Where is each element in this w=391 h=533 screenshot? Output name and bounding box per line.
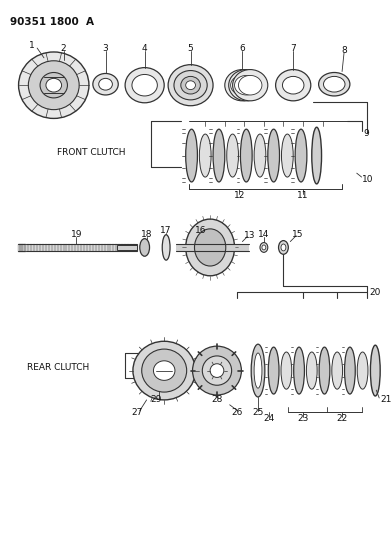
- Text: 11: 11: [297, 191, 309, 200]
- Ellipse shape: [227, 134, 239, 177]
- Ellipse shape: [295, 129, 307, 182]
- Text: 1: 1: [29, 41, 35, 50]
- Ellipse shape: [192, 346, 241, 395]
- Text: 28: 28: [211, 395, 222, 405]
- Text: 14: 14: [258, 230, 269, 239]
- Text: 3: 3: [103, 44, 108, 53]
- Text: 7: 7: [291, 44, 296, 53]
- Ellipse shape: [186, 219, 235, 276]
- Ellipse shape: [231, 76, 254, 95]
- Ellipse shape: [281, 244, 286, 251]
- Ellipse shape: [344, 347, 355, 394]
- Ellipse shape: [240, 129, 252, 182]
- Ellipse shape: [235, 76, 258, 95]
- Bar: [176, 244, 249, 252]
- Ellipse shape: [133, 341, 196, 400]
- Text: 90351 1800  A: 90351 1800 A: [10, 17, 94, 27]
- Ellipse shape: [99, 78, 112, 90]
- Ellipse shape: [332, 352, 343, 389]
- Text: 29: 29: [151, 395, 162, 405]
- Text: 25: 25: [252, 408, 264, 417]
- Text: 19: 19: [70, 230, 82, 239]
- Ellipse shape: [282, 76, 304, 94]
- Ellipse shape: [40, 72, 67, 98]
- Ellipse shape: [307, 352, 317, 389]
- Ellipse shape: [268, 129, 280, 182]
- Ellipse shape: [357, 352, 368, 389]
- Ellipse shape: [281, 352, 292, 389]
- Ellipse shape: [213, 129, 225, 182]
- Text: REAR CLUTCH: REAR CLUTCH: [27, 363, 90, 372]
- Ellipse shape: [199, 134, 211, 177]
- Ellipse shape: [276, 70, 311, 101]
- Text: 21: 21: [380, 395, 391, 405]
- Bar: [18, 244, 137, 252]
- Ellipse shape: [142, 349, 187, 392]
- Text: 22: 22: [336, 414, 348, 423]
- Bar: [117, 245, 137, 251]
- Ellipse shape: [282, 134, 293, 177]
- Ellipse shape: [233, 70, 268, 101]
- Text: 20: 20: [369, 288, 381, 297]
- Polygon shape: [18, 244, 25, 252]
- Ellipse shape: [162, 235, 170, 260]
- Ellipse shape: [239, 76, 262, 95]
- Ellipse shape: [251, 344, 265, 397]
- Ellipse shape: [202, 356, 231, 385]
- Ellipse shape: [153, 361, 175, 381]
- Text: 16: 16: [195, 227, 206, 236]
- Text: 13: 13: [244, 231, 255, 240]
- Text: 27: 27: [131, 408, 142, 417]
- Text: 17: 17: [160, 227, 172, 236]
- Ellipse shape: [294, 347, 305, 394]
- Ellipse shape: [132, 75, 157, 96]
- Text: 6: 6: [240, 44, 245, 53]
- Text: 9: 9: [364, 128, 369, 138]
- Text: 15: 15: [292, 230, 304, 239]
- Ellipse shape: [254, 134, 266, 177]
- Text: 24: 24: [263, 414, 274, 423]
- Ellipse shape: [278, 240, 288, 254]
- Text: 26: 26: [232, 408, 243, 417]
- Ellipse shape: [268, 347, 279, 394]
- Text: 8: 8: [341, 46, 347, 55]
- Ellipse shape: [312, 127, 321, 184]
- Ellipse shape: [186, 81, 196, 90]
- Ellipse shape: [319, 72, 350, 96]
- Ellipse shape: [168, 64, 213, 106]
- Text: 18: 18: [141, 230, 152, 239]
- Ellipse shape: [194, 229, 226, 266]
- Ellipse shape: [323, 76, 345, 92]
- Ellipse shape: [370, 345, 380, 396]
- Text: 23: 23: [297, 414, 308, 423]
- Ellipse shape: [18, 52, 89, 118]
- Ellipse shape: [262, 245, 266, 250]
- Text: 10: 10: [362, 174, 373, 183]
- Ellipse shape: [174, 70, 207, 100]
- Text: 12: 12: [234, 191, 245, 200]
- Ellipse shape: [93, 74, 118, 95]
- Text: 2: 2: [61, 44, 66, 53]
- Ellipse shape: [229, 70, 264, 101]
- Ellipse shape: [28, 61, 79, 110]
- Ellipse shape: [140, 239, 149, 256]
- Text: 4: 4: [142, 44, 147, 53]
- Ellipse shape: [225, 70, 260, 101]
- Ellipse shape: [186, 129, 197, 182]
- Ellipse shape: [319, 347, 330, 394]
- Ellipse shape: [181, 76, 200, 94]
- Text: FRONT CLUTCH: FRONT CLUTCH: [57, 148, 125, 157]
- Ellipse shape: [125, 68, 164, 103]
- Ellipse shape: [260, 243, 268, 252]
- Ellipse shape: [46, 78, 61, 92]
- Text: 5: 5: [188, 44, 194, 53]
- Ellipse shape: [210, 364, 224, 377]
- Ellipse shape: [254, 353, 262, 388]
